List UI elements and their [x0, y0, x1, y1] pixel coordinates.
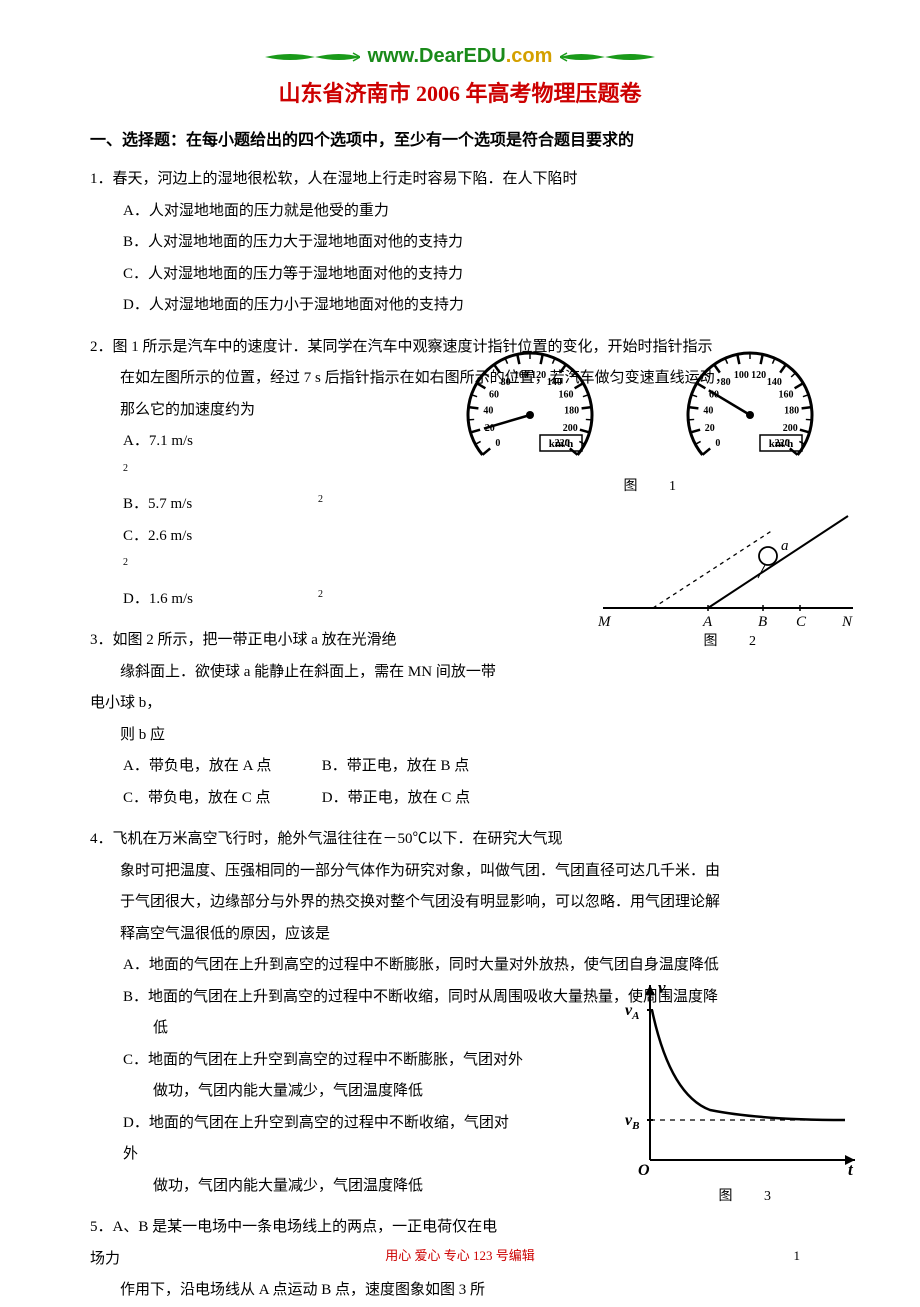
svg-text:B: B	[758, 614, 767, 630]
svg-text:vB: vB	[625, 1112, 639, 1132]
svg-text:a: a	[781, 538, 789, 554]
header: www.DearEDU.com	[90, 45, 830, 68]
q3-stem3: 则 b 应	[90, 720, 510, 752]
q2-opt-c: C．2.6 m/s2	[123, 521, 318, 584]
svg-text:km/h: km/h	[549, 438, 573, 450]
page-title: 山东省济南市 2006 年高考物理压题卷	[90, 76, 830, 108]
svg-text:20: 20	[705, 423, 715, 434]
svg-text:A: A	[702, 614, 713, 630]
q4-opt-c: C．地面的气团在上升空到高空的过程中不断膨胀，气团对外	[123, 1045, 523, 1077]
q4-stem2: 象时可把温度、压强相同的一部分气体作为研究对象，叫做气团．气团直径可达几千米．由	[90, 856, 830, 888]
svg-text:160: 160	[779, 389, 794, 400]
svg-text:180: 180	[564, 406, 579, 417]
figure-2-label: 图 2	[704, 630, 771, 650]
q1-opt-b: B．人对湿地地面的压力大于湿地地面对他的支持力	[123, 227, 830, 259]
svg-text:t: t	[848, 1160, 854, 1179]
logo-name: DearEDU	[419, 45, 506, 67]
leaf-left-icon	[265, 49, 360, 65]
section-heading: 一、选择题：在每小题给出的四个选项中，至少有一个选项是符合题目要求的	[90, 126, 830, 150]
question-1: 1．春天，河边上的湿地很松软，人在湿地上行走时容易下陷．在人下陷时 A．人对湿地…	[90, 164, 830, 322]
svg-text:80: 80	[721, 377, 731, 388]
q4-opt-c2: 做功，气团内能大量减少，气团温度降低	[123, 1076, 523, 1108]
q5-stem1: 5．A、B 是某一电场中一条电场线上的两点，一正电荷仅在电场力	[90, 1212, 510, 1275]
svg-text:M: M	[598, 614, 612, 630]
svg-text:C: C	[796, 614, 807, 630]
footer-text: 用心 爱心 专心 123 号编辑	[0, 1245, 920, 1264]
q3-stem2: 缘斜面上．欲使球 a 能静止在斜面上，需在 MN 间放一带电小球 b，	[90, 657, 510, 720]
q2-opt-b: B．5.7 m/s2	[123, 496, 323, 512]
svg-text:100: 100	[514, 370, 529, 381]
q3-opt-c: C．带负电，放在 C 点	[123, 783, 318, 815]
q4-stem3: 于气团很大，边缘部分与外界的热交换对整个气团没有明显影响，可以忽略．用气团理论解	[90, 887, 830, 919]
q3-stem1: 3．如图 2 所示，把一带正电小球 a 放在光滑绝	[90, 625, 510, 657]
svg-text:0: 0	[715, 438, 720, 449]
svg-text:100: 100	[734, 370, 749, 381]
svg-text:60: 60	[489, 389, 499, 400]
svg-text:160: 160	[559, 389, 574, 400]
svg-text:120: 120	[751, 370, 766, 381]
svg-text:vA: vA	[625, 1002, 639, 1022]
q1-opt-d: D．人对湿地地面的压力小于湿地地面对他的支持力	[123, 290, 830, 322]
svg-text:0: 0	[495, 438, 500, 449]
figure-1-label: 图 1	[624, 475, 691, 495]
svg-text:140: 140	[547, 377, 562, 388]
svg-text:O: O	[638, 1162, 650, 1179]
figure-1-speedometers: 020406080100120140160180200220km/h020406…	[430, 340, 860, 470]
svg-text:40: 40	[703, 406, 713, 417]
svg-text:40: 40	[483, 406, 493, 417]
q2-opt-d: D．1.6 m/s2	[123, 591, 323, 607]
svg-text:v: v	[658, 978, 666, 997]
svg-text:80: 80	[501, 377, 511, 388]
site-logo: www.DearEDU.com	[368, 45, 553, 68]
logo-www: www.	[368, 45, 419, 67]
q4-stem1: 4．飞机在万米高空飞行时，舱外气温往往在－50℃以下．在研究大气现	[90, 824, 830, 856]
svg-text:140: 140	[767, 377, 782, 388]
q2-opt-a: A．7.1 m/s2	[123, 426, 318, 489]
figure-3-label: 图 3	[719, 1185, 786, 1205]
leaf-right-icon	[560, 49, 655, 65]
q1-opt-c: C．人对湿地地面的压力等于湿地地面对他的支持力	[123, 259, 830, 291]
svg-text:km/h: km/h	[769, 438, 793, 450]
figure-2-incline: a M A B C N	[598, 498, 858, 633]
svg-text:180: 180	[784, 406, 799, 417]
q4-opt-d: D．地面的气团在上升空到高空的过程中不断收缩，气团对外	[123, 1108, 523, 1171]
q1-opt-a: A．人对湿地地面的压力就是他受的重力	[123, 196, 830, 228]
svg-text:200: 200	[563, 423, 578, 434]
q3-opt-a: A．带负电，放在 A 点	[123, 751, 318, 783]
svg-text:200: 200	[783, 423, 798, 434]
logo-com: .com	[506, 45, 553, 67]
svg-text:120: 120	[531, 370, 546, 381]
question-3: 3．如图 2 所示，把一带正电小球 a 放在光滑绝 缘斜面上．欲使球 a 能静止…	[90, 625, 510, 814]
svg-text:N: N	[841, 614, 853, 630]
q4-opt-d2: 做功，气团内能大量减少，气团温度降低	[123, 1171, 523, 1203]
q4-stem4: 释高空气温很低的原因，应该是	[90, 919, 830, 951]
figure-3-graph: v t vA vB O	[620, 975, 865, 1180]
q3-opt-d: D．带正电，放在 C 点	[322, 790, 470, 806]
page-number: 1	[794, 1248, 801, 1264]
q1-stem: 1．春天，河边上的湿地很松软，人在湿地上行走时容易下陷．在人下陷时	[90, 164, 830, 196]
q3-opt-b: B．带正电，放在 B 点	[322, 758, 470, 774]
